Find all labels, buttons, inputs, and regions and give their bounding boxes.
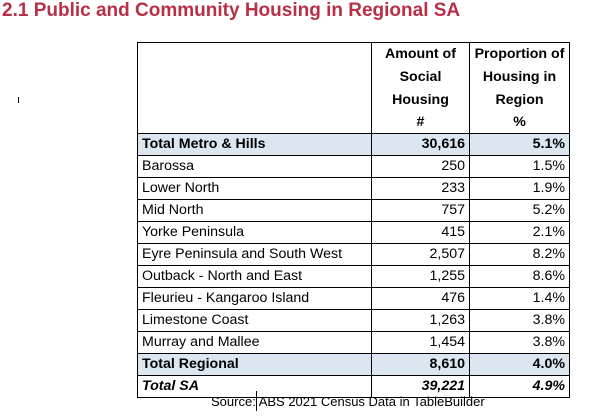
amount-value: 415 <box>371 221 470 244</box>
proportion-value: 4.0% <box>469 353 570 376</box>
header-proportion-line: Housing in <box>482 69 557 85</box>
header-proportion: Proportion of Housing in Region <box>469 42 570 112</box>
proportion-value: 3.8% <box>469 309 570 332</box>
amount-value: 1,255 <box>371 265 470 288</box>
unit-row: # % <box>137 112 570 134</box>
amount-value: 1,263 <box>371 309 470 332</box>
header-region <box>137 42 372 112</box>
amount-value: 2,507 <box>371 243 470 266</box>
unit-region <box>137 112 372 134</box>
header-amount-line: Social <box>399 69 442 85</box>
proportion-value: 8.6% <box>469 265 570 288</box>
table-row: Total Metro & Hills 30,616 5.1% <box>137 133 570 156</box>
proportion-value: 2.1% <box>469 221 570 244</box>
header-proportion-line: Region <box>495 92 544 108</box>
amount-value: 757 <box>371 199 470 222</box>
unit-amount: # <box>371 112 470 134</box>
table-row: Murray and Mallee 1,454 3.8% <box>137 331 570 354</box>
header-amount-line: Housing <box>392 92 449 108</box>
region-name: Outback - North and East <box>137 265 372 288</box>
table-row: Lower North 233 1.9% <box>137 177 570 200</box>
amount-value: 30,616 <box>371 133 470 156</box>
region-name: Yorke Peninsula <box>137 221 372 244</box>
region-name: Total Metro & Hills <box>137 133 372 156</box>
region-name: Murray and Mallee <box>137 331 372 354</box>
region-name: Total Regional <box>137 353 372 376</box>
header-row: Amount of Social Housing Proportion of H… <box>137 42 570 112</box>
amount-value: 476 <box>371 287 470 310</box>
region-name: Lower North <box>137 177 372 200</box>
header-proportion-line: Proportion of <box>474 46 565 62</box>
amount-value: 1,454 <box>371 331 470 354</box>
table-row: Yorke Peninsula 415 2.1% <box>137 221 570 244</box>
table-row: Outback - North and East 1,255 8.6% <box>137 265 570 288</box>
region-name: Barossa <box>137 155 372 178</box>
region-name: Mid North <box>137 199 372 222</box>
table-row: Total SA 39,221 4.9% <box>137 375 570 398</box>
amount-value: 250 <box>371 155 470 178</box>
table-row: Total Regional 8,610 4.0% <box>137 353 570 376</box>
proportion-value: 1.9% <box>469 177 570 200</box>
proportion-value: 1.4% <box>469 287 570 310</box>
table-row: Mid North 757 5.2% <box>137 199 570 222</box>
amount-value: 8,610 <box>371 353 470 376</box>
proportion-value: 3.8% <box>469 331 570 354</box>
housing-table: Amount of Social Housing Proportion of H… <box>137 42 570 398</box>
table-row: Fleurieu - Kangaroo Island 476 1.4% <box>137 287 570 310</box>
proportion-value: 5.2% <box>469 199 570 222</box>
table-row: Limestone Coast 1,263 3.8% <box>137 309 570 332</box>
table-row: Eyre Peninsula and South West 2,507 8.2% <box>137 243 570 266</box>
proportion-value: 8.2% <box>469 243 570 266</box>
text-cursor <box>256 391 257 411</box>
stray-mark <box>18 97 19 103</box>
header-amount-line: Amount of <box>385 46 456 62</box>
unit-proportion: % <box>469 112 570 134</box>
table-row: Barossa 250 1.5% <box>137 155 570 178</box>
region-name: Total SA <box>137 375 372 398</box>
amount-value: 233 <box>371 177 470 200</box>
region-name: Fleurieu - Kangaroo Island <box>137 287 372 310</box>
region-name: Limestone Coast <box>137 309 372 332</box>
page-title: 2.1 Public and Community Housing in Regi… <box>2 0 461 21</box>
proportion-value: 5.1% <box>469 133 570 156</box>
source-note: Source: ABS 2021 Census Data in TableBui… <box>211 394 485 409</box>
region-name: Eyre Peninsula and South West <box>137 243 372 266</box>
header-amount: Amount of Social Housing <box>371 42 470 112</box>
proportion-value: 1.5% <box>469 155 570 178</box>
proportion-value: 4.9% <box>469 375 570 398</box>
